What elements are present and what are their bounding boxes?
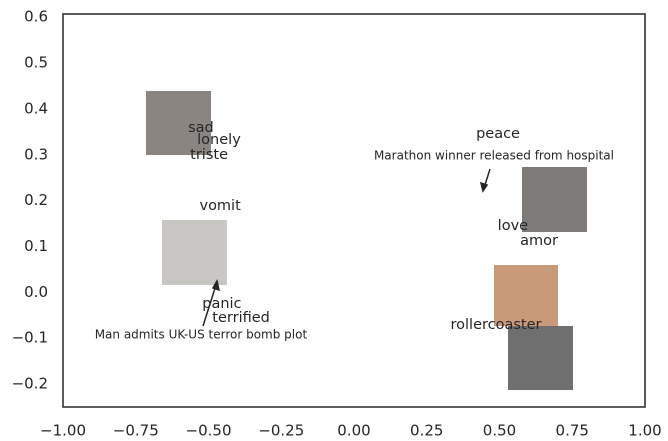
y-tick-label: 0.4 <box>24 99 48 117</box>
word-label: lonely <box>197 132 241 148</box>
x-tick-label: 1.00 <box>628 422 661 440</box>
x-tick-label: 0.50 <box>483 422 516 440</box>
y-tick-label: 0.3 <box>24 145 48 163</box>
headline-label: Marathon winner released from hospital <box>374 149 614 163</box>
y-tick-label: 0.0 <box>24 283 48 301</box>
x-tick-label: −0.25 <box>258 422 304 440</box>
y-tick-label: 0.1 <box>24 237 48 255</box>
face-image <box>522 167 587 232</box>
chart: −1.00 −0.75 −0.50 −0.25 0.00 0.25 0.50 0.75 1.00… <box>0 0 668 441</box>
headline-label: Man admits UK-US terror bomb plot <box>95 328 308 342</box>
word-label: love <box>498 218 528 234</box>
y-tick-label: −0.2 <box>12 375 48 393</box>
face-image <box>508 326 573 390</box>
word-label: rollercoaster <box>451 317 542 333</box>
y-tick-label: 0.2 <box>24 191 48 209</box>
y-tick-label: −0.1 <box>12 329 48 347</box>
x-tick-label: −0.75 <box>113 422 159 440</box>
word-label: vomit <box>199 198 241 214</box>
word-label: triste <box>190 147 228 163</box>
arrow-head <box>481 183 487 191</box>
arrows <box>203 169 490 326</box>
face-image <box>162 220 227 285</box>
x-tick-label: −1.00 <box>40 422 86 440</box>
x-tick-label: 0.75 <box>556 422 589 440</box>
x-tick-label: −0.50 <box>186 422 232 440</box>
word-label: amor <box>520 233 558 249</box>
x-tick-label: 0.00 <box>337 422 370 440</box>
word-label: terrified <box>212 310 270 326</box>
word-label: peace <box>476 126 520 142</box>
y-tick-label: 0.6 <box>24 8 48 26</box>
y-tick-label: 0.5 <box>24 54 48 72</box>
x-tick-label: 0.25 <box>410 422 443 440</box>
